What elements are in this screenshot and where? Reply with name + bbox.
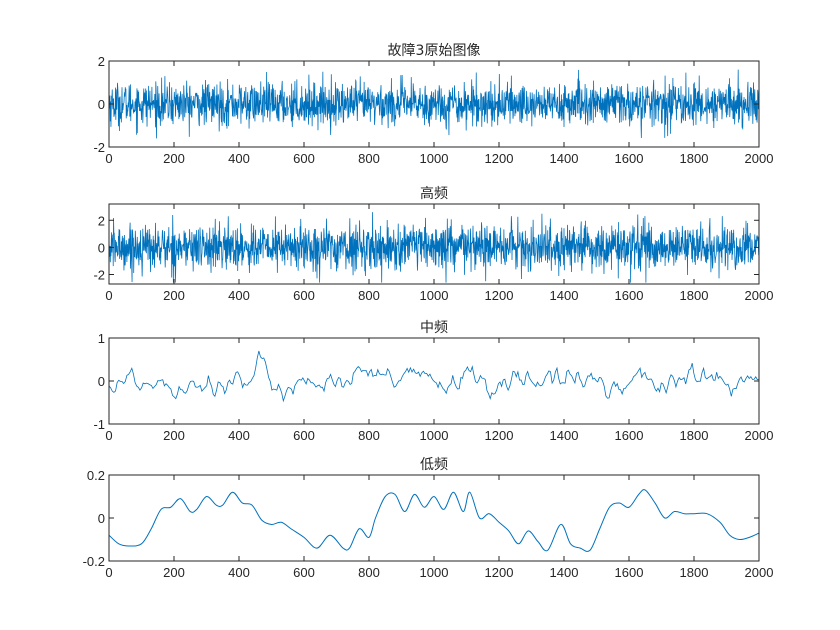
x-tick-label: 1800 bbox=[680, 565, 709, 580]
subplot-original: 故障3原始图像 0 200 400 600 800 1000 1200 1400 1600 180… bbox=[93, 43, 773, 166]
x-tick-label: 1800 bbox=[680, 151, 709, 166]
x-tick-label: 400 bbox=[228, 565, 250, 580]
y-tick-label: 0 bbox=[98, 511, 105, 526]
y-tick-label: 0 bbox=[98, 374, 105, 389]
x-tick-label: 1600 bbox=[615, 428, 644, 443]
subplot-high-frequency: 高频 0 200 400 600 800 1000 1200 1400 1600 1800 2000… bbox=[93, 185, 773, 303]
y-tick-label: 0.2 bbox=[87, 468, 105, 483]
y-tick-label: 0 bbox=[98, 97, 105, 112]
x-tick-label: 2000 bbox=[745, 288, 774, 303]
x-tick-label: 1000 bbox=[420, 151, 449, 166]
subplot-title: 故障3原始图像 bbox=[388, 43, 481, 59]
x-tick-label: 1800 bbox=[680, 288, 709, 303]
series-line bbox=[109, 350, 759, 403]
x-tick-label: 200 bbox=[163, 428, 185, 443]
y-tick-label: -0.2 bbox=[83, 554, 105, 569]
y-tick-label: -1 bbox=[93, 417, 105, 432]
subplot-title: 中频 bbox=[420, 320, 448, 336]
series-line bbox=[109, 489, 759, 552]
x-tick-label: 800 bbox=[358, 565, 380, 580]
y-tick-label: 0 bbox=[98, 240, 105, 255]
axes-box bbox=[108, 474, 760, 562]
x-tick-label: 1000 bbox=[420, 288, 449, 303]
x-tick-label: 1000 bbox=[420, 428, 449, 443]
x-tick-label: 200 bbox=[163, 151, 185, 166]
x-tick-label: 200 bbox=[163, 288, 185, 303]
x-tick-label: 1200 bbox=[485, 565, 514, 580]
x-tick-label: 1400 bbox=[550, 151, 579, 166]
y-tick-label: 1 bbox=[98, 331, 105, 346]
subplot-title: 高频 bbox=[420, 185, 448, 202]
x-tick-label: 1400 bbox=[550, 288, 579, 303]
x-tick-label: 1200 bbox=[485, 288, 514, 303]
x-tick-label: 800 bbox=[358, 288, 380, 303]
series-line bbox=[109, 69, 759, 139]
x-tick-label: 1800 bbox=[680, 428, 709, 443]
x-tick-label: 2000 bbox=[745, 151, 774, 166]
x-tick-label: 600 bbox=[293, 288, 315, 303]
y-tick-label: -2 bbox=[93, 268, 105, 283]
subplot-mid-frequency: 中频 0 200 400 600 800 1000 1200 1400 1600 1800 2000… bbox=[93, 320, 773, 443]
x-tick-label: 0 bbox=[105, 151, 112, 166]
x-tick-label: 2000 bbox=[745, 565, 774, 580]
y-tick-label: 2 bbox=[98, 54, 105, 69]
x-tick-label: 400 bbox=[228, 151, 250, 166]
x-tick-label: 1000 bbox=[420, 565, 449, 580]
x-tick-label: 0 bbox=[105, 288, 112, 303]
x-tick-label: 600 bbox=[293, 151, 315, 166]
x-tick-label: 600 bbox=[293, 428, 315, 443]
x-tick-label: 1600 bbox=[615, 565, 644, 580]
x-tick-label: 1600 bbox=[615, 288, 644, 303]
subplot-title: 低频 bbox=[420, 457, 448, 473]
x-tick-label: 0 bbox=[105, 565, 112, 580]
x-tick-label: 1200 bbox=[485, 151, 514, 166]
x-tick-label: 1400 bbox=[550, 428, 579, 443]
x-tick-label: 800 bbox=[358, 428, 380, 443]
y-tick-label: 2 bbox=[98, 213, 105, 228]
y-tick-label: -2 bbox=[93, 140, 105, 155]
x-tick-label: 400 bbox=[228, 288, 250, 303]
x-tick-label: 2000 bbox=[745, 428, 774, 443]
x-tick-label: 800 bbox=[358, 151, 380, 166]
x-tick-label: 400 bbox=[228, 428, 250, 443]
x-tick-label: 200 bbox=[163, 565, 185, 580]
x-tick-label: 0 bbox=[105, 428, 112, 443]
x-tick-label: 1400 bbox=[550, 565, 579, 580]
series-line bbox=[109, 212, 759, 283]
x-tick-label: 1200 bbox=[485, 428, 514, 443]
subplot-low-frequency: 低频 0 200 400 600 800 1000 1200 1400 1600 1800 2000… bbox=[83, 457, 774, 580]
x-tick-label: 1600 bbox=[615, 151, 644, 166]
x-tick-label: 600 bbox=[293, 565, 315, 580]
